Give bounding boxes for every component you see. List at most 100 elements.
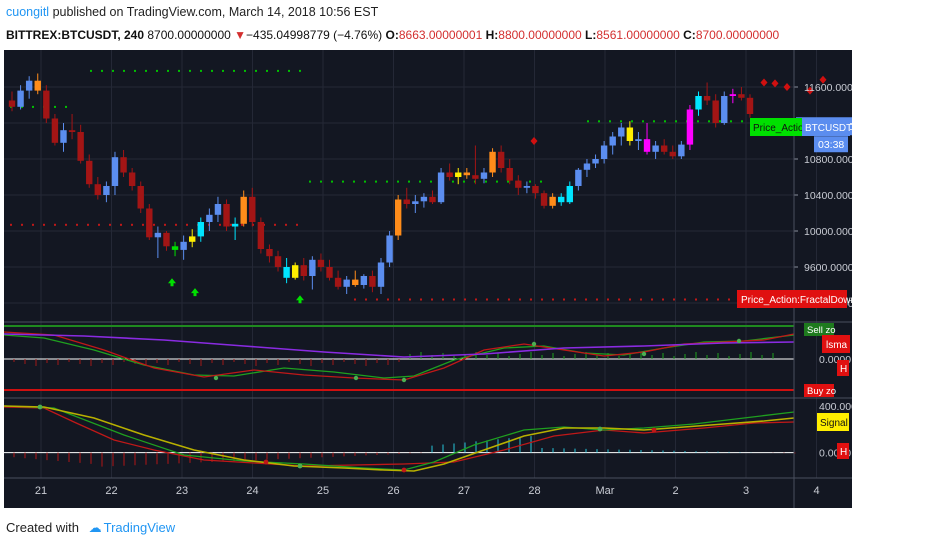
chart-svg[interactable]: 11600.0000000011200.0000000010800.000000… [3,50,883,508]
support-dot [178,69,180,72]
candle [197,217,204,242]
candle [68,114,76,140]
candle-body [171,246,179,250]
candle-body [455,172,462,177]
resistance-dot [629,298,631,301]
resistance-dot [274,223,276,226]
price-tick-label: 10400.00000000 [804,190,852,202]
tradingview-logo-icon[interactable]: ☁ [88,520,102,535]
support-dot [299,69,301,72]
price-tick-label: 11600.00000000 [804,82,852,94]
resistance-dot [175,223,177,226]
svg-text:Price_Action:FractalDown: Price_Action:FractalDown [741,295,852,306]
support-dot [189,69,191,72]
resistance-dot [475,298,477,301]
candle-body [240,196,247,224]
candle-body [437,172,445,203]
candle [686,105,694,150]
support-dot [408,180,410,183]
resistance-dot [120,223,122,226]
candle-body [128,172,136,186]
price-action-tag-bottom: Price_Action:FractalDown [737,290,856,308]
open-label: O: [385,28,399,42]
candle-body [429,196,436,203]
candle [8,91,16,112]
candle-body [68,130,76,132]
candle [343,276,350,294]
candle-body [463,172,471,176]
candle [403,187,410,209]
support-dot [331,180,333,183]
candle-body [566,186,573,203]
candle [377,258,385,294]
support-dot [375,180,377,183]
resistance-dot [486,298,488,301]
time-tick-label: 23 [176,485,188,497]
candle [249,187,256,227]
candles[interactable] [8,73,754,295]
osc1-cross-dot [736,338,742,344]
candle-body [111,157,119,186]
svg-text:Signal: Signal [820,418,848,429]
candle-body [60,130,67,143]
fractal-diamond-icon [806,86,814,95]
candle [592,154,599,168]
author-link[interactable]: cuongitl [6,5,50,19]
resistance-dot [728,298,730,301]
candle-body [669,151,676,157]
candle-body [712,100,719,123]
svg-text:Buy zo: Buy zo [807,386,836,397]
candle [274,250,282,272]
signal-markers [168,75,827,304]
candle-body [377,262,385,287]
resistance-dot [508,298,510,301]
oscillator-1 [3,325,795,391]
support-dot [101,69,103,72]
candle-body [403,199,410,204]
support-dot [21,105,23,108]
support-dot [364,180,366,183]
svg-text:H: H [840,447,847,458]
candle-body [549,196,556,206]
support-dot [222,69,224,72]
candle [515,175,522,195]
candle [146,204,153,240]
support-dot [730,120,732,123]
resistance-dot [717,298,719,301]
candle [609,132,616,155]
tradingview-brand[interactable]: TradingView [103,520,176,535]
support-dot [529,180,531,183]
candle [231,217,239,240]
resistance-dot [230,223,232,226]
candle-body [103,186,110,195]
candle-body [274,256,282,267]
candle [455,168,462,185]
up-arrow-icon [296,295,304,304]
low-label: L: [585,28,597,42]
candle [128,168,136,191]
support-dot [112,69,114,72]
candle-body [609,136,616,146]
time-tick-label: 28 [528,485,540,497]
candle [206,208,213,231]
osc1-cross-dot [641,351,647,357]
candle [17,85,24,110]
candle-body [480,172,488,179]
resistance-dot [186,223,188,226]
chart-panel[interactable]: 11600.0000000011200.0000000010800.000000… [3,50,883,508]
osc2-cross-dot [297,463,303,469]
resistance-dot [109,223,111,226]
osc2-cross-dot [401,467,407,473]
candle-body [626,127,634,141]
support-dot [708,120,710,123]
candle [326,259,333,281]
candle-body [34,80,41,91]
candle-body [394,199,402,236]
resistance-dot [142,223,144,226]
osc2-cross-dot [651,427,657,433]
candle [25,76,33,99]
resistance-dot [21,223,23,226]
resistance-dot [420,298,422,301]
time-tick-label: 2 [672,485,678,497]
support-dot [496,180,498,183]
